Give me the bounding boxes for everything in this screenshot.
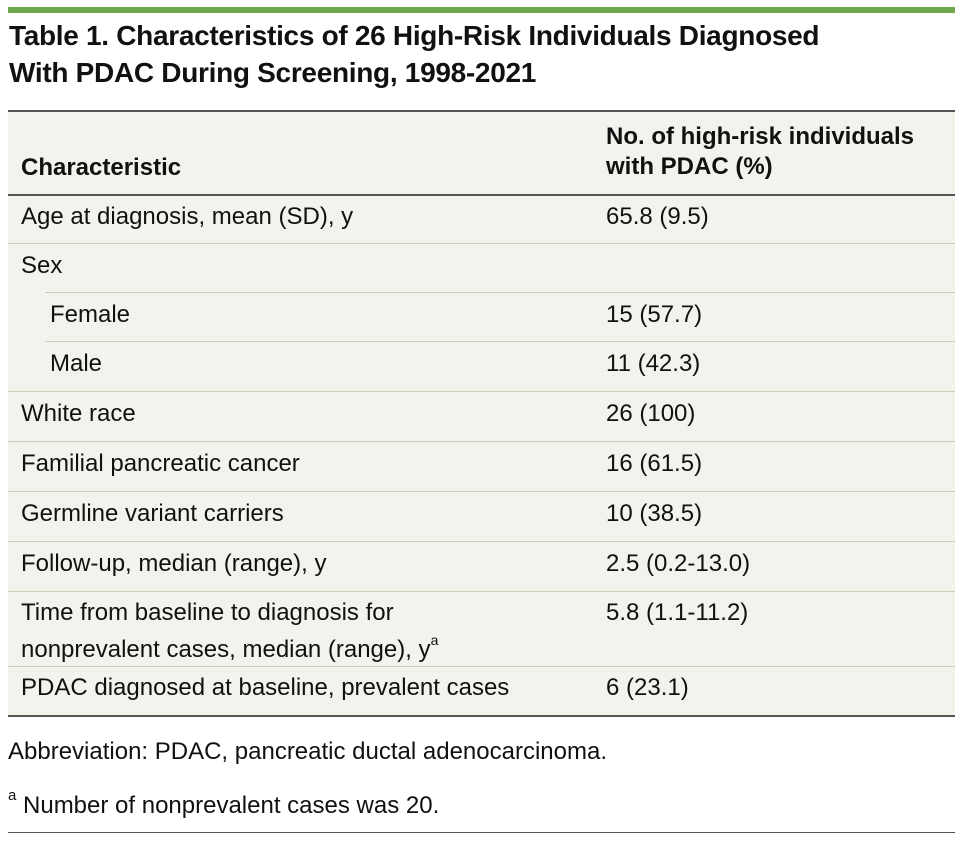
row-divider <box>8 243 955 244</box>
row-label: Germline variant carriers <box>21 500 284 527</box>
data-table: Characteristic No. of high-risk individu… <box>8 110 955 717</box>
header-count-line-2: with PDAC (%) <box>606 153 773 180</box>
table-title: Table 1. Characteristics of 26 High-Risk… <box>9 17 949 91</box>
row-label: Familial pancreatic cancer <box>21 450 300 477</box>
table-row: Follow-up, median (range), y 2.5 (0.2-13… <box>8 542 955 592</box>
row-value: 11 (42.3) <box>606 350 701 377</box>
row-label: Sex <box>21 252 63 279</box>
row-value: 26 (100) <box>606 400 696 427</box>
table-row: Time from baseline to diagnosis for nonp… <box>8 592 955 667</box>
row-value: 10 (38.5) <box>606 500 703 527</box>
table-row: PDAC diagnosed at baseline, prevalent ca… <box>8 667 955 715</box>
row-divider <box>8 491 955 492</box>
footnote-marker: a <box>430 632 439 648</box>
row-label-line-2: nonprevalent cases, median (range), ya <box>21 628 438 665</box>
row-divider <box>45 292 955 293</box>
row-divider <box>45 341 955 342</box>
table-header: Characteristic No. of high-risk individu… <box>8 112 955 196</box>
row-label: Follow-up, median (range), y <box>21 550 327 577</box>
row-value: 65.8 (9.5) <box>606 203 709 230</box>
row-divider <box>8 591 955 592</box>
accent-bar <box>8 7 955 13</box>
row-value: 2.5 (0.2-13.0) <box>606 550 751 577</box>
table-title-line-2: With PDAC During Screening, 1998-2021 <box>9 57 537 88</box>
row-label: Female <box>50 301 131 328</box>
table-row: Female 15 (57.7) <box>8 293 955 342</box>
row-divider <box>8 666 955 667</box>
footnote-a-marker: a <box>8 787 17 804</box>
header-count-line-1: No. of high-risk individuals <box>606 123 915 150</box>
row-label: White race <box>21 400 136 427</box>
table-row: Sex <box>8 244 955 293</box>
table-row: White race 26 (100) <box>8 392 955 442</box>
row-value: 5.8 (1.1-11.2) <box>606 599 749 626</box>
header-count: No. of high-risk individuals with PDAC (… <box>606 122 946 182</box>
row-value: 15 (57.7) <box>606 301 703 328</box>
row-label: Age at diagnosis, mean (SD), y <box>21 203 354 230</box>
abbreviation-note: Abbreviation: PDAC, pancreatic ductal ad… <box>8 738 607 765</box>
row-label: PDAC diagnosed at baseline, prevalent ca… <box>21 674 510 701</box>
row-divider <box>8 391 955 392</box>
row-value: 6 (23.1) <box>606 674 689 701</box>
row-label-line-2-text: nonprevalent cases, median (range), y <box>21 636 431 663</box>
table-title-line-1: Table 1. Characteristics of 26 High-Risk… <box>9 20 820 51</box>
row-divider <box>8 441 955 442</box>
table-row: Familial pancreatic cancer 16 (61.5) <box>8 442 955 492</box>
footnote-a: a Number of nonprevalent cases was 20. <box>8 785 439 821</box>
table-row: Age at diagnosis, mean (SD), y 65.8 (9.5… <box>8 196 955 244</box>
bottom-rule <box>8 832 955 833</box>
footnote-a-text: Number of nonprevalent cases was 20. <box>16 792 440 819</box>
table-row: Male 11 (42.3) <box>8 342 955 392</box>
row-value: 16 (61.5) <box>606 450 703 477</box>
row-label: Male <box>50 350 103 377</box>
row-label: Time from baseline to diagnosis for nonp… <box>21 598 438 665</box>
table-row: Germline variant carriers 10 (38.5) <box>8 492 955 542</box>
row-divider <box>8 541 955 542</box>
row-label-line-1: Time from baseline to diagnosis for <box>21 599 394 626</box>
header-characteristic: Characteristic <box>21 154 182 181</box>
